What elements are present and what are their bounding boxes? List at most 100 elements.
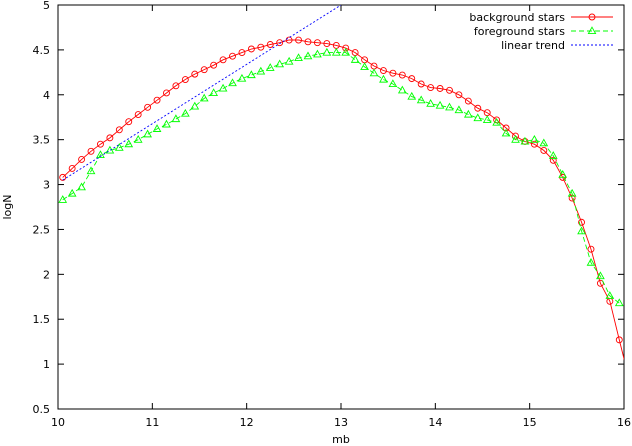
background-stars-point [427, 84, 435, 92]
foreground-stars-point [416, 95, 426, 104]
background-stars-point [295, 36, 302, 44]
background-stars-point [276, 39, 284, 47]
y-tick-label: 1.5 [33, 313, 51, 326]
foreground-stars-point [265, 63, 275, 71]
y-tick-label: 0.5 [33, 403, 51, 416]
foreground-stars-point [482, 115, 492, 123]
plot-frame [57, 4, 625, 410]
background-stars-point [78, 155, 86, 163]
foreground-stars-point [58, 195, 68, 203]
foreground-stars-point [492, 117, 502, 126]
x-tick-label: 10 [51, 416, 65, 429]
background-stars-point [68, 164, 76, 172]
foreground-stars-point [530, 134, 539, 143]
background-stars-point [615, 336, 623, 344]
background-stars-point [163, 89, 170, 97]
foreground-stars-point [539, 138, 549, 147]
background-stars-point [59, 173, 67, 181]
background-stars-point [153, 96, 161, 104]
background-stars-point [389, 69, 397, 77]
x-tick-label: 16 [617, 416, 631, 429]
foreground-stars-point [199, 93, 209, 102]
background-stars-point [398, 71, 406, 79]
y-axis-title: logN [1, 195, 14, 220]
foreground-stars-point [445, 102, 454, 111]
y-tick-label: 3 [43, 179, 50, 192]
series-layer [58, 5, 624, 361]
background-stars-point [285, 36, 293, 44]
background-stars-point [134, 111, 142, 118]
background-stars-point [540, 146, 548, 154]
foreground-stars-point [322, 47, 332, 56]
foreground-stars-point [473, 113, 483, 122]
foreground-stars-point [152, 124, 162, 132]
foreground-stars-point [67, 188, 77, 197]
background-stars-point [257, 43, 265, 51]
y-tick-label: 2 [43, 268, 50, 281]
linear-trend-line [62, 5, 342, 181]
background-stars-point [219, 56, 227, 64]
foreground-stars-point [463, 109, 473, 118]
foreground-stars-point [350, 55, 360, 63]
foreground-stars-point [256, 66, 266, 75]
legend-label-foreground-stars: foreground stars [474, 25, 565, 38]
series-background-stars [59, 36, 624, 361]
foreground-stars-point [520, 136, 530, 145]
legend-label-linear-trend: linear trend [501, 39, 565, 52]
background-stars-point [144, 103, 152, 111]
background-stars-point [464, 97, 472, 105]
foreground-stars-point [426, 99, 435, 107]
background-stars-point [587, 245, 595, 253]
foreground-stars-point [77, 182, 86, 191]
foreground-stars-point [586, 257, 596, 266]
foreground-stars-point [388, 79, 398, 88]
y-tick-label: 1 [43, 358, 50, 371]
foreground-stars-point [247, 70, 256, 79]
foreground-stars-point [190, 101, 200, 110]
foreground-stars-point [133, 134, 143, 143]
foreground-stars-point [209, 88, 219, 97]
foreground-stars-point [237, 73, 247, 82]
foreground-stars-point [143, 129, 152, 138]
background-stars-point [106, 134, 114, 142]
background-stars-point [125, 118, 133, 126]
foreground-stars-point [171, 114, 181, 123]
axis-ticks: 10 11 12 13 14 15 16 0.5 1 1.5 2 2.5 3 3.5 4 4.5 5 [33, 0, 632, 429]
series-foreground-stars [58, 47, 624, 307]
x-tick-label: 12 [240, 416, 254, 429]
foreground-stars-point [397, 85, 407, 94]
x-axis-title: mb [332, 433, 350, 446]
background-stars-point [549, 156, 557, 164]
y-tick-label: 4.5 [33, 44, 51, 57]
foreground-stars-point [614, 298, 624, 307]
foreground-stars-point [303, 51, 313, 60]
y-tick-label: 3.5 [33, 134, 51, 147]
foreground-stars-point [605, 291, 615, 299]
background-stars-point [96, 140, 104, 148]
background-stars-point [530, 140, 538, 148]
foreground-stars-line [62, 52, 620, 304]
foreground-stars-point [360, 62, 369, 70]
foreground-stars-point [558, 169, 568, 178]
foreground-stars-point [369, 68, 379, 77]
background-stars-point [181, 76, 189, 83]
foreground-stars-point [511, 134, 520, 143]
foreground-stars-point [228, 78, 237, 87]
background-stars-point [87, 147, 95, 155]
x-tick-label: 14 [428, 416, 442, 429]
foreground-stars-point [454, 105, 464, 114]
background-stars-point [578, 218, 585, 226]
x-tick-label: 15 [523, 416, 537, 429]
background-stars-point [502, 124, 510, 132]
background-stars-point [474, 104, 482, 112]
foreground-stars-point [435, 100, 445, 109]
foreground-stars-point [596, 271, 605, 280]
x-tick-label: 11 [145, 416, 159, 429]
foreground-stars-point [218, 83, 228, 92]
background-stars-point [115, 126, 123, 134]
foreground-stars-point [294, 53, 303, 62]
foreground-stars-point [548, 151, 558, 159]
background-stars-point [313, 39, 321, 47]
